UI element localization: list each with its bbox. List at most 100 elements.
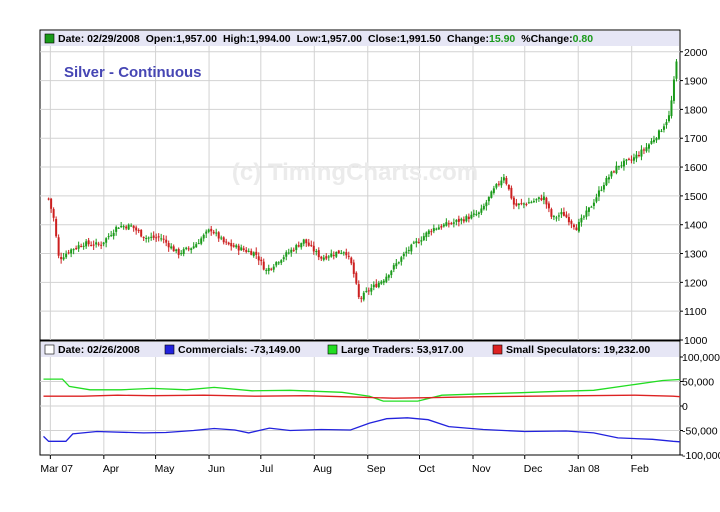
candle-body	[327, 256, 330, 258]
candle-body	[362, 292, 365, 300]
candle-body	[155, 237, 158, 239]
candle	[560, 208, 563, 218]
candle	[445, 218, 448, 227]
candle	[67, 249, 70, 255]
candle	[452, 218, 455, 228]
candle-body	[360, 297, 363, 299]
candle	[100, 241, 103, 250]
candle	[652, 135, 655, 144]
candle-body	[267, 268, 270, 271]
candle	[217, 231, 220, 242]
candle	[547, 201, 550, 213]
candle-body	[437, 227, 440, 230]
candle	[92, 240, 95, 250]
candle	[665, 119, 668, 129]
candle-body	[590, 206, 593, 208]
candle-body	[82, 245, 85, 247]
candle-body	[107, 236, 110, 238]
candle	[507, 184, 510, 191]
candle-body	[595, 197, 598, 202]
candle-body	[187, 248, 190, 250]
candle	[130, 223, 133, 227]
candle	[585, 206, 588, 220]
candle	[532, 198, 535, 204]
candle-body	[100, 244, 103, 246]
candle-body	[637, 155, 640, 157]
candle	[232, 242, 235, 248]
candle	[572, 223, 575, 230]
candle-body	[462, 219, 465, 222]
candle	[330, 249, 333, 258]
x-tick-label: Feb	[631, 463, 649, 475]
candle-body	[320, 256, 323, 259]
candle-body	[520, 203, 523, 205]
candle	[612, 170, 615, 174]
candle-body	[605, 177, 608, 186]
candle-body	[470, 214, 473, 219]
candle-body	[117, 227, 120, 229]
candle-body	[72, 249, 75, 251]
candle-body	[420, 240, 423, 242]
price-plot-frame	[39, 29, 681, 341]
cot-gridlines	[40, 356, 683, 459]
candle-body	[625, 159, 628, 161]
candle	[582, 214, 585, 220]
change-value: 15.90	[489, 33, 515, 45]
candle-body	[622, 160, 625, 167]
candle	[382, 278, 385, 286]
candle-body	[245, 249, 248, 252]
candle	[430, 228, 433, 236]
candle	[192, 242, 195, 250]
large-traders-swatch	[327, 344, 338, 355]
candle-body	[315, 251, 318, 253]
candle-body	[257, 256, 260, 261]
candle	[342, 251, 345, 256]
candle-body	[460, 218, 463, 221]
candle-body	[160, 238, 163, 240]
candle	[422, 232, 425, 242]
candle-body	[180, 253, 183, 255]
candle-body	[660, 130, 663, 132]
candle	[270, 267, 273, 271]
candle-body	[140, 229, 143, 237]
candle-body	[430, 231, 433, 233]
candle-body	[270, 268, 273, 270]
candle-body	[607, 177, 610, 180]
candle	[460, 217, 463, 225]
candle-body	[232, 245, 235, 247]
candle-body	[385, 276, 388, 282]
candle-body	[295, 245, 298, 250]
candle	[125, 225, 128, 231]
candle	[375, 279, 378, 288]
candle	[605, 175, 608, 187]
candle	[395, 258, 398, 269]
candle-body	[212, 231, 215, 234]
candle-body	[305, 239, 308, 244]
candle-body	[467, 216, 470, 219]
candle	[247, 248, 250, 253]
candle	[170, 243, 173, 250]
candle-body	[487, 196, 490, 202]
candle	[75, 245, 78, 250]
candle	[482, 203, 485, 211]
candle-body	[197, 243, 200, 245]
candle-body	[377, 282, 380, 288]
price-y-tick-label: 1400	[684, 220, 708, 232]
candle	[625, 158, 628, 165]
candle-body	[645, 147, 648, 152]
candle	[467, 213, 470, 223]
candle-body	[337, 250, 340, 254]
candle-body	[265, 269, 268, 271]
candle-body	[112, 232, 115, 237]
candle	[285, 250, 288, 261]
price-legend-swatch	[44, 33, 55, 44]
candle-body	[332, 254, 335, 256]
candle	[237, 243, 240, 256]
candle	[95, 238, 98, 248]
candle	[442, 223, 445, 228]
candle	[255, 247, 258, 259]
candle-body	[352, 262, 355, 274]
candle	[97, 241, 100, 247]
candle	[187, 246, 190, 252]
candle-body	[560, 212, 563, 215]
